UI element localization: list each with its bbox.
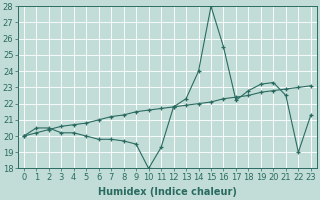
X-axis label: Humidex (Indice chaleur): Humidex (Indice chaleur): [98, 187, 237, 197]
